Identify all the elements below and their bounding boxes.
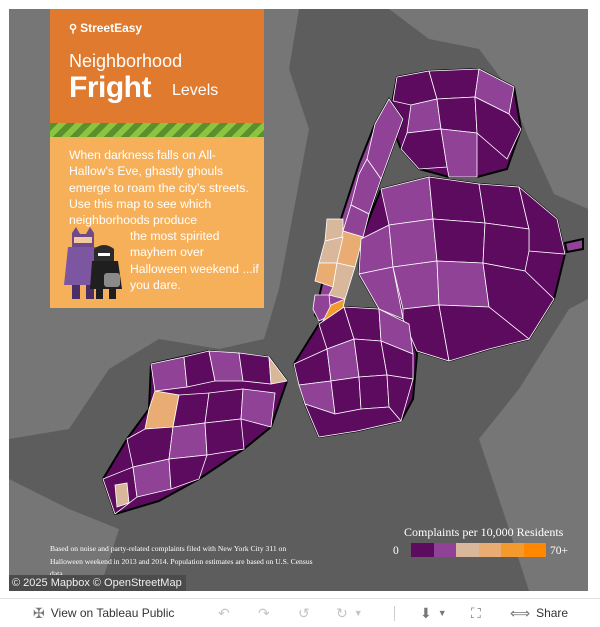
revert-button[interactable]: ↺ [298, 606, 310, 620]
refresh-icon: ↻ [336, 605, 348, 621]
neighborhood-queens-7 [432, 218, 486, 264]
location-pin-icon: ⚲ [69, 22, 78, 35]
brand-logo: ⚲ StreetEasy [69, 21, 142, 35]
neighborhood-bronx-5 [436, 96, 478, 134]
chevron-down-icon: ▼ [353, 608, 363, 618]
redo-icon: ↷ [258, 605, 270, 621]
neighborhood-staten-3 [208, 350, 244, 382]
view-on-tableau-label: View on Tableau Public [50, 606, 175, 620]
brand-name: StreetEasy [80, 21, 143, 35]
legend-swatch-6 [523, 543, 546, 557]
download-button[interactable]: ⬇ ▼ [420, 606, 447, 620]
legend-max-label: 70+ [550, 545, 568, 557]
legend-swatch-5 [501, 543, 524, 557]
neighborhood-queens-8 [482, 222, 530, 272]
download-icon: ⬇ [420, 605, 432, 621]
share-label: Share [536, 606, 569, 620]
neighborhood-queens-14 [438, 304, 530, 362]
neighborhood-queens-6 [388, 218, 438, 268]
undo-button[interactable]: ↶ [218, 606, 230, 620]
legend-swatch-2 [433, 543, 456, 557]
map-attribution[interactable]: © 2025 Mapbox © OpenStreetMap [9, 575, 186, 591]
legend-color-ramp [411, 543, 546, 557]
legend-min-label: 0 [393, 545, 399, 557]
info-panel: ⚲ StreetEasy Neighborhood Fright Levels … [50, 9, 264, 308]
redo-button[interactable]: ↷ [258, 606, 270, 620]
neighborhood-queens-13 [402, 304, 450, 362]
neighborhood-queens-11 [436, 260, 490, 308]
neighborhood-polygons[interactable] [102, 68, 566, 515]
trick-or-treaters-illustration [64, 227, 122, 299]
share-button[interactable]: ⟺ Share [510, 606, 568, 620]
neighborhood-brooklyn-9 [330, 376, 362, 415]
legend-swatch-3 [456, 543, 479, 557]
neighborhood-brooklyn-12 [304, 403, 402, 438]
neighborhood-queens-2 [428, 176, 486, 224]
neighborhood-staten-7 [172, 392, 210, 428]
neighborhood-manhattan-8 [328, 262, 356, 300]
view-on-tableau-button[interactable]: ✠ View on Tableau Public [33, 606, 174, 620]
neighborhood-queens-4 [518, 185, 566, 255]
description-bottom: the most spirited mayhem over Halloween … [130, 229, 259, 292]
choropleth-map[interactable] [9, 9, 588, 591]
neighborhood-bronx-6 [474, 96, 522, 160]
green-stripe-divider [50, 123, 264, 137]
neighborhood-queens-12 [482, 262, 555, 340]
legend-title: Complaints per 10,000 Residents [404, 525, 564, 539]
neighborhood-bronx-8 [440, 128, 478, 178]
city-island-outline [563, 237, 584, 254]
description-top: When darkness falls on All-Hallow's Eve,… [69, 148, 249, 228]
refresh-button[interactable]: ↻ ▼ [336, 606, 363, 620]
neighborhood-queens-1 [380, 176, 434, 226]
title-big-word: Fright [69, 71, 151, 104]
neighborhood-brooklyn-10 [358, 374, 390, 410]
neighborhood-staten-4 [238, 352, 272, 385]
revert-icon: ↺ [298, 605, 310, 621]
title-line-1: Neighborhood [69, 51, 183, 71]
neighborhood-staten-12 [204, 418, 245, 456]
neighborhood-staten-9 [240, 388, 276, 428]
toolbar-divider [394, 606, 395, 621]
neighborhood-staten-5 [268, 355, 288, 385]
neighborhood-staten-15 [168, 454, 208, 490]
neighborhood-staten-16 [114, 482, 130, 508]
neighborhood-staten-11 [168, 422, 208, 460]
tableau-toolbar: ✠ View on Tableau Public ↶ ↷ ↺ ↻ ▼ ⬇ ▼ ⛶… [0, 598, 600, 627]
footnote: Based on noise and party-related complai… [50, 544, 313, 579]
chevron-down-icon: ▼ [437, 608, 447, 618]
fullscreen-button[interactable]: ⛶ [471, 606, 481, 620]
share-icon: ⟺ [510, 605, 531, 621]
fullscreen-icon: ⛶ [471, 605, 481, 621]
panel-header: ⚲ StreetEasy Neighborhood Fright Levels [50, 9, 264, 123]
neighborhood-bronx-7 [400, 128, 448, 170]
legend-swatch-1 [411, 543, 434, 557]
undo-icon: ↶ [218, 605, 230, 621]
title-line-2: Levels [172, 82, 219, 99]
neighborhood-bronx-2 [428, 68, 480, 100]
legend-swatch-4 [478, 543, 501, 557]
neighborhood-staten-8 [204, 388, 244, 424]
map-viz[interactable]: ⚲ StreetEasy Neighborhood Fright Levels … [9, 9, 588, 591]
tableau-logo-icon: ✠ [33, 605, 45, 621]
